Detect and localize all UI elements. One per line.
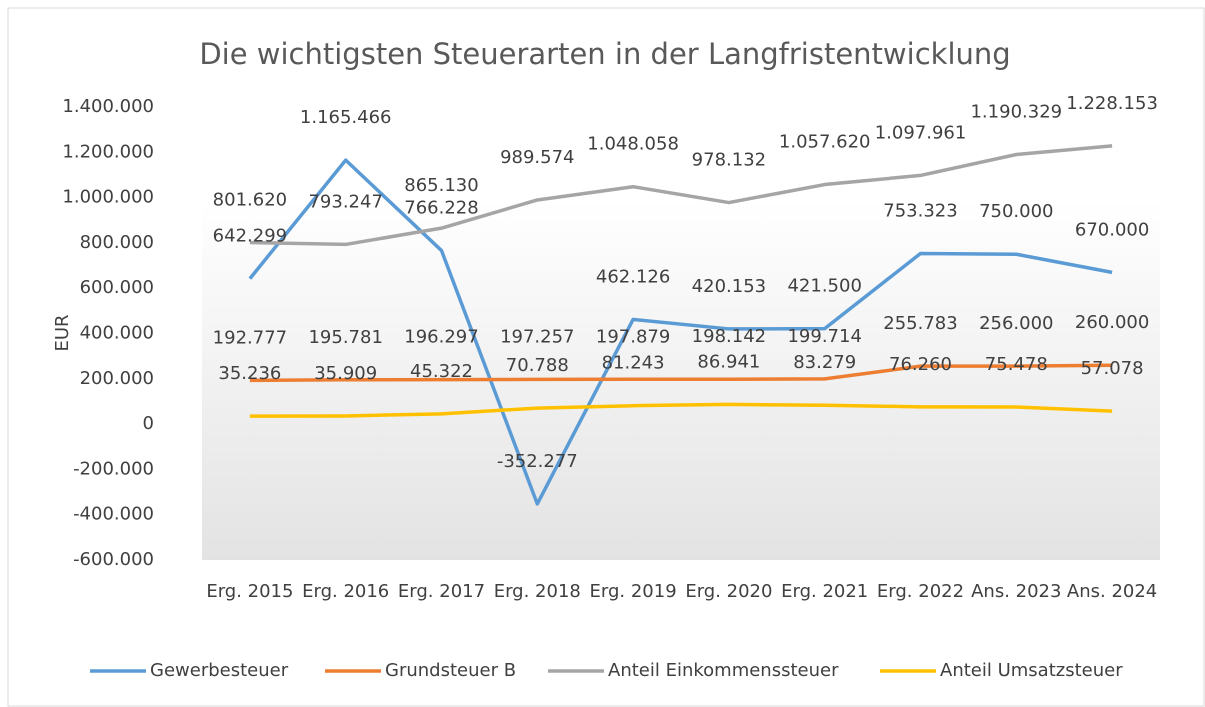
x-tick-label: Erg. 2018 — [494, 581, 581, 602]
legend-label: Anteil Einkommenssteuer — [608, 660, 839, 681]
data-label: 420.153 — [692, 276, 766, 297]
data-label: 76.260 — [889, 354, 952, 375]
data-label: 462.126 — [596, 266, 670, 287]
data-label: 197.257 — [500, 326, 574, 347]
data-label: 421.500 — [787, 276, 861, 297]
data-label: 75.478 — [985, 354, 1048, 375]
data-label: 86.941 — [697, 351, 760, 372]
y-tick-label: -200.000 — [73, 458, 154, 479]
y-tick-label: 600.000 — [80, 277, 154, 298]
legend-label: Grundsteuer B — [385, 660, 516, 681]
data-label: 45.322 — [410, 361, 473, 382]
data-label: 753.323 — [883, 200, 957, 221]
x-tick-label: Ans. 2024 — [1067, 581, 1157, 602]
chart-border — [7, 7, 1205, 707]
data-label: 35.236 — [218, 363, 281, 384]
x-tick-label: Erg. 2017 — [398, 581, 485, 602]
x-tick-label: Erg. 2019 — [590, 581, 677, 602]
data-label: 197.879 — [596, 326, 670, 347]
data-label: 670.000 — [1075, 219, 1149, 240]
data-label: 196.297 — [404, 327, 478, 348]
y-tick-label: -400.000 — [73, 504, 154, 525]
series-line — [249, 402, 1113, 418]
y-tick-label: 800.000 — [80, 232, 154, 253]
legend-label: Anteil Umsatzsteuer — [940, 660, 1123, 681]
series-line — [249, 144, 1113, 247]
y-tick-label: 1.200.000 — [62, 141, 154, 162]
x-tick-label: Erg. 2022 — [877, 581, 964, 602]
x-tick-label: Erg. 2015 — [206, 581, 293, 602]
y-tick-label: -600.000 — [73, 549, 154, 570]
data-label: 1.190.329 — [970, 101, 1062, 122]
data-label: 793.247 — [308, 191, 382, 212]
legend-label: Gewerbesteuer — [150, 660, 289, 681]
data-label: 70.788 — [506, 355, 569, 376]
chart-title: Die wichtigsten Steuerarten in der Langf… — [199, 37, 1010, 71]
data-label: 83.279 — [793, 352, 856, 373]
data-label: 642.299 — [213, 226, 287, 247]
data-label: 750.000 — [979, 201, 1053, 222]
y-tick-label: 1.400.000 — [62, 96, 154, 117]
y-tick-label: 200.000 — [80, 368, 154, 389]
data-label: 1.165.466 — [300, 107, 392, 128]
x-tick-label: Erg. 2016 — [302, 581, 389, 602]
data-label: 198.142 — [692, 326, 766, 347]
y-axis-label: EUR — [52, 314, 73, 351]
data-label: 255.783 — [883, 313, 957, 334]
data-label: 1.097.961 — [875, 122, 967, 143]
y-tick-label: 0 — [143, 413, 154, 434]
data-label: 35.909 — [314, 363, 377, 384]
data-label: 1.048.058 — [587, 134, 679, 155]
series-line — [248, 158, 1113, 506]
series-line — [249, 363, 1113, 383]
data-label: 801.620 — [213, 190, 287, 211]
data-label: 978.132 — [692, 150, 766, 171]
data-label: 192.777 — [213, 327, 287, 348]
data-label: 865.130 — [404, 175, 478, 196]
x-tick-label: Erg. 2021 — [781, 581, 868, 602]
data-label: -352.277 — [497, 451, 578, 472]
data-label: 199.714 — [787, 326, 861, 347]
data-label: 81.243 — [602, 353, 665, 374]
data-label: 195.781 — [308, 327, 382, 348]
data-label: 1.228.153 — [1066, 93, 1158, 114]
data-label: 57.078 — [1081, 358, 1144, 379]
data-label: 766.228 — [404, 198, 478, 219]
data-label: 989.574 — [500, 147, 574, 168]
x-tick-label: Erg. 2020 — [685, 581, 772, 602]
data-label: 1.057.620 — [779, 132, 871, 153]
x-tick-label: Ans. 2023 — [971, 581, 1061, 602]
data-label: 260.000 — [1075, 312, 1149, 333]
y-tick-label: 1.000.000 — [62, 187, 154, 208]
y-tick-label: 400.000 — [80, 323, 154, 344]
data-label: 256.000 — [979, 313, 1053, 334]
